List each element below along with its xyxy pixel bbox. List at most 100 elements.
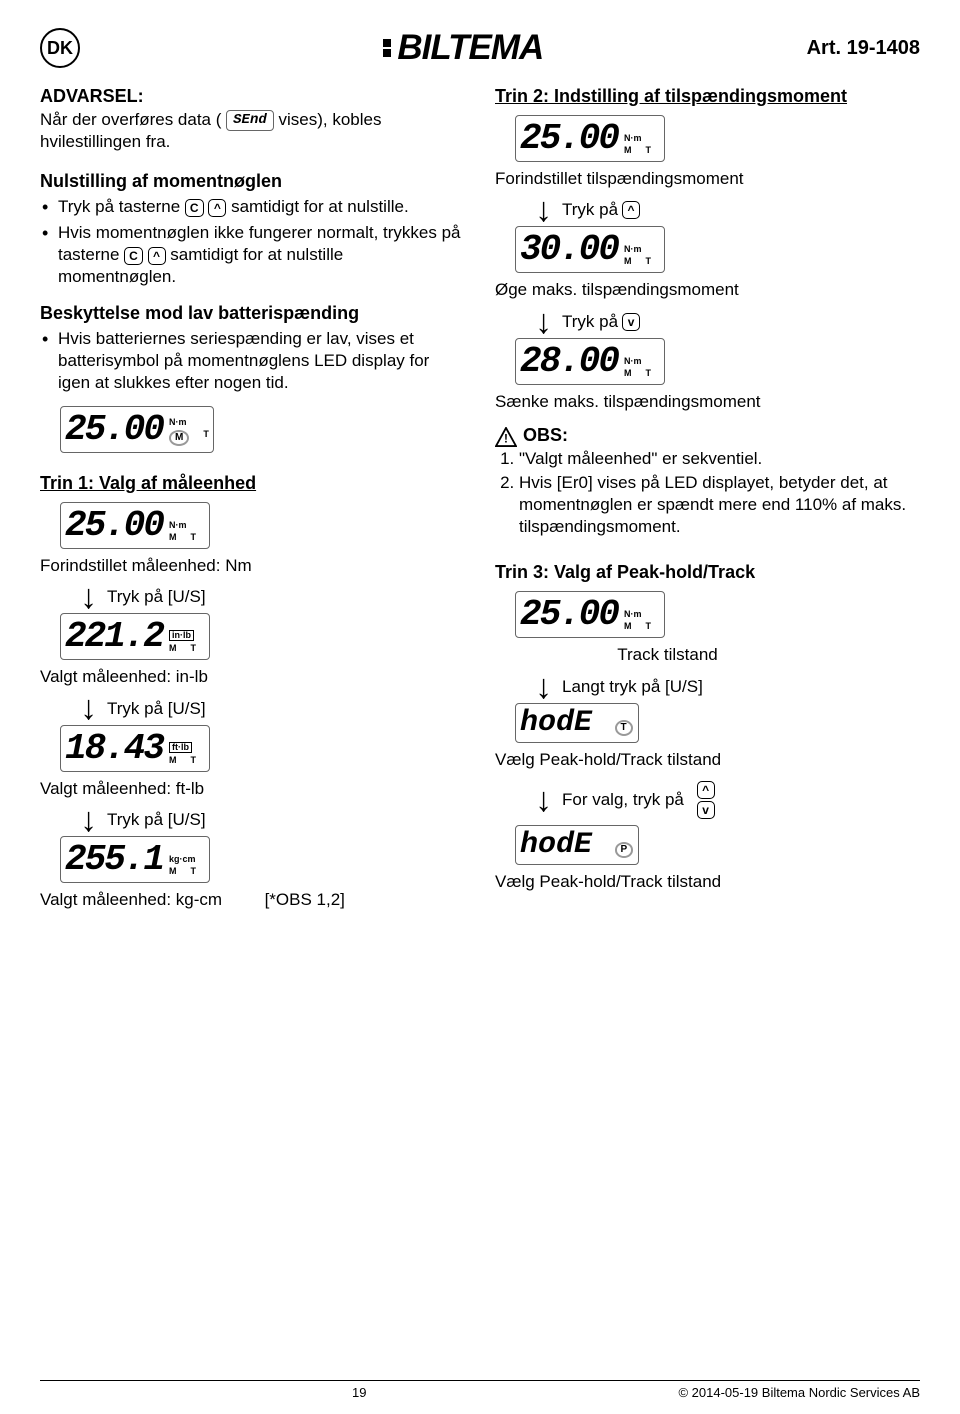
press-label: Tryk på [U/S] (107, 699, 206, 719)
lcd-step2-preset: 25.00 N·mMT (515, 115, 665, 162)
lcd-step2-dec: 28.00 N·m M T (515, 338, 665, 385)
lcd-digits: 30.00 (520, 229, 618, 270)
press-label: Tryk på [U/S] (107, 587, 206, 607)
article-number: Art. 19-1408 (807, 37, 920, 60)
step3-title: Trin 3: Valg af Peak-hold/Track (495, 562, 920, 583)
cap-kgcm: Valgt måleenhed: kg-cm [*OBS 1,2] (40, 889, 465, 911)
unit-t: T (646, 146, 652, 155)
lowbatt-title: Beskyttelse mod lav batterispænding (40, 303, 465, 324)
cap-inc: Øge maks. tilspændingsmoment (495, 279, 920, 301)
brand-text: BILTEMA (397, 28, 543, 68)
lcd-digits: 25.00 (65, 505, 163, 546)
unit-nm: N·m (624, 245, 642, 254)
reset-item-2: Hvis momentnøglen ikke fungerer normalt,… (40, 222, 465, 288)
lcd-digits: 221.2 (65, 616, 163, 657)
unit-t: T (191, 756, 197, 765)
lcd-ftlb: 18.43 ft·lbMT (60, 725, 210, 772)
unit-inlb: in·lb (169, 630, 194, 641)
left-column: ADVARSEL: Når der overføres data ( SEnd … (40, 86, 465, 917)
unit-nm: N·m (624, 134, 642, 143)
action-for-select: ↓ For valg, tryk på ^ v (535, 781, 920, 819)
unit-m: M (624, 369, 632, 378)
flag-icon (383, 39, 391, 57)
reset-list: Tryk på tasterne C ^ samtidigt for at nu… (40, 196, 465, 288)
unit-m: M (169, 867, 177, 876)
lcd-lowbatt: 25.00 N·m MT (60, 406, 214, 453)
cap-inlb: Valgt måleenhed: in-lb (40, 666, 465, 688)
unit-m: M (169, 533, 177, 542)
unit-kgcm: kg·cm (169, 855, 196, 864)
action-us-1: ↓ Tryk på [U/S] (80, 587, 465, 607)
lcd-digits: 25.00 (520, 118, 618, 159)
key-up: ^ (697, 781, 715, 799)
step2-title: Trin 2: Indstilling af tilspændingsmomen… (495, 86, 920, 107)
reset-item-1: Tryk på tasterne C ^ samtidigt for at nu… (40, 196, 465, 218)
unit-m: M (624, 257, 632, 266)
key-c: C (185, 199, 204, 217)
page-footer: 19 © 2014-05-19 Biltema Nordic Services … (40, 1380, 920, 1400)
obs-item-2: Hvis [Er0] vises på LED displayet, betyd… (519, 472, 920, 538)
unit-m: M (624, 622, 632, 631)
cap-ftlb: Valgt måleenhed: ft-lb (40, 778, 465, 800)
lcd-digits: 25.00 (65, 409, 163, 450)
lcd-step2-inc: 30.00 N·mMT (515, 226, 665, 273)
press-label: Tryk på (562, 200, 618, 220)
arrow-down-icon: ↓ (535, 200, 552, 220)
action-up: ↓ Tryk på ^ (535, 200, 920, 220)
key-up: ^ (622, 201, 640, 219)
unit-t: T (646, 369, 652, 378)
page-header: DK BILTEMA Art. 19-1408 (40, 28, 920, 68)
lowbatt-list: Hvis batteriernes seriespænding er lav, … (40, 328, 465, 394)
unit-t: T (203, 430, 209, 446)
lcd-digits: 255.1 (65, 839, 163, 880)
p-circle-icon: P (615, 842, 634, 858)
warning-triangle-icon: ! (495, 427, 517, 447)
lcd-digits: 28.00 (520, 341, 618, 382)
lcd-step1-nm: 25.00 N·m M T (60, 502, 210, 549)
page-number: 19 (352, 1385, 366, 1400)
obs-title: OBS: (523, 425, 568, 446)
key-up: ^ (208, 199, 226, 217)
lcd-inlb: 221.2 in·lb M T (60, 613, 210, 660)
country-badge: DK (40, 28, 80, 68)
unit-m: M (169, 644, 177, 653)
cap-track: Track tilstand (415, 644, 920, 666)
reset-1b: samtidigt for at nulstille. (231, 197, 409, 216)
cap-kgcm-text: Valgt måleenhed: kg-cm (40, 890, 222, 909)
lcd-digits: hodE (520, 828, 592, 862)
unit-nm: N·m (624, 357, 642, 366)
unit-nm: N·m (169, 418, 187, 427)
arrow-down-icon: ↓ (535, 312, 552, 332)
action-long-us: ↓ Langt tryk på [U/S] (535, 677, 920, 697)
reset-title: Nulstilling af momentnøglen (40, 171, 465, 192)
press-label: Tryk på (562, 312, 618, 332)
unit-t: T (191, 644, 197, 653)
key-stack: ^ v (697, 781, 715, 819)
step1-title: Trin 1: Valg af måleenhed (40, 473, 465, 494)
unit-nm: N·m (169, 521, 187, 530)
action-us-3: ↓ Tryk på [U/S] (80, 810, 465, 830)
arrow-down-icon: ↓ (80, 810, 97, 830)
t-circle-icon: T (615, 720, 633, 736)
arrow-down-icon: ↓ (535, 677, 552, 697)
arrow-down-icon: ↓ (535, 790, 552, 810)
lcd-hode-p: hodE P (515, 825, 639, 865)
copyright: © 2014-05-19 Biltema Nordic Services AB (678, 1385, 920, 1400)
brand-logo: BILTEMA (383, 28, 543, 68)
cap-select-2: Vælg Peak-hold/Track tilstand (495, 871, 920, 893)
lowbatt-item: Hvis batteriernes seriespænding er lav, … (40, 328, 465, 394)
long-press-label: Langt tryk på [U/S] (562, 677, 703, 697)
press-label: Tryk på [U/S] (107, 810, 206, 830)
arrow-down-icon: ↓ (80, 698, 97, 718)
key-down: v (697, 801, 715, 819)
action-us-2: ↓ Tryk på [U/S] (80, 698, 465, 718)
unit-t: T (191, 533, 197, 542)
lcd-digits: 25.00 (520, 594, 618, 635)
warning-title: ADVARSEL: (40, 86, 465, 107)
obs-ref: [*OBS 1,2] (265, 890, 345, 909)
cap-dec: Sænke maks. tilspændingsmoment (495, 391, 920, 413)
lcd-digits: 18.43 (65, 728, 163, 769)
unit-t: T (191, 867, 197, 876)
lcd-step3-track: 25.00 N·mMT (515, 591, 665, 638)
action-down: ↓ Tryk på v (535, 312, 920, 332)
